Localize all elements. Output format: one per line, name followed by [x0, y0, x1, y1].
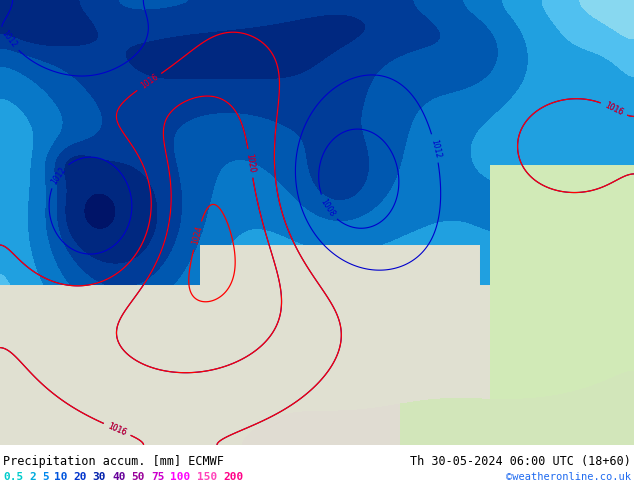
- Text: 30: 30: [93, 472, 107, 482]
- Text: 50: 50: [132, 472, 145, 482]
- Text: 200: 200: [224, 472, 244, 482]
- Text: 1012: 1012: [49, 165, 68, 186]
- Text: 1008: 1008: [318, 197, 337, 219]
- Text: 150: 150: [197, 472, 217, 482]
- Text: 1012: 1012: [0, 29, 18, 49]
- Text: Th 30-05-2024 06:00 UTC (18+60): Th 30-05-2024 06:00 UTC (18+60): [410, 455, 631, 468]
- Text: 20: 20: [74, 472, 87, 482]
- Text: 1020: 1020: [244, 153, 256, 173]
- Text: 1016: 1016: [107, 421, 128, 438]
- Bar: [0, 0, 120, 165]
- Text: 40: 40: [112, 472, 126, 482]
- Text: 1016: 1016: [139, 73, 160, 91]
- Text: 1020: 1020: [244, 153, 256, 173]
- Text: 1016: 1016: [139, 73, 160, 91]
- Text: 1016: 1016: [604, 100, 624, 117]
- Text: 1016: 1016: [107, 421, 128, 438]
- Text: 1016: 1016: [604, 100, 624, 117]
- Text: 1012: 1012: [429, 138, 442, 159]
- Text: 2: 2: [30, 472, 36, 482]
- Text: Precipitation accum. [mm] ECMWF: Precipitation accum. [mm] ECMWF: [3, 455, 224, 468]
- Text: 5: 5: [42, 472, 49, 482]
- Text: ©weatheronline.co.uk: ©weatheronline.co.uk: [506, 472, 631, 482]
- Text: 0.5: 0.5: [3, 472, 23, 482]
- Text: 10: 10: [54, 472, 67, 482]
- Text: 100: 100: [171, 472, 191, 482]
- Text: 1024: 1024: [190, 225, 204, 246]
- Text: 75: 75: [151, 472, 164, 482]
